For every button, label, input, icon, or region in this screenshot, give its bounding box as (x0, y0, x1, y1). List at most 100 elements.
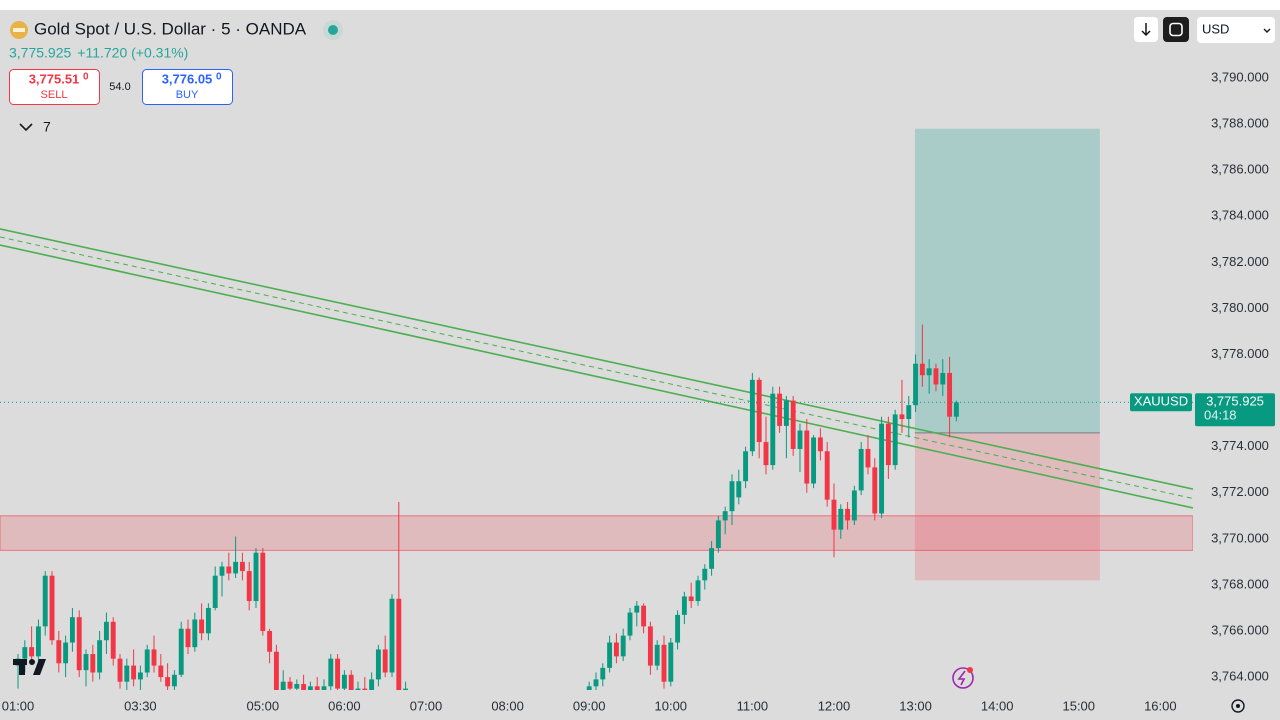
candle-body (838, 508, 844, 530)
candle-body (879, 423, 885, 514)
candle-body (600, 667, 606, 680)
x-tick-label: 14:00 (981, 698, 1014, 713)
sell-button[interactable] (9, 69, 100, 105)
candle-body (933, 368, 939, 385)
candle-body (83, 654, 89, 671)
header-change: +11.720 (+0.31%) (77, 45, 188, 61)
indicators-toggle[interactable] (19, 123, 33, 132)
candle-body (246, 571, 252, 602)
candle-body (668, 642, 674, 682)
symbol-title[interactable]: Gold Spot / U.S. Dollar · 5 · OANDA (34, 19, 307, 38)
x-tick-label: 08:00 (491, 698, 524, 713)
candle-body (695, 580, 701, 602)
candle-body (185, 628, 191, 648)
candle-body (586, 686, 592, 690)
candle-body (607, 642, 613, 668)
plot-area (0, 128, 1193, 690)
symbol-logo-bar (13, 28, 25, 32)
candle-body (76, 617, 82, 671)
candle-body (110, 621, 116, 659)
settings-icon-core (1236, 704, 1240, 708)
candle-body (817, 437, 823, 452)
candle-body (375, 649, 381, 680)
sell-pip: 0 (83, 72, 89, 83)
candle-body (199, 619, 205, 634)
y-tick-label: 3,772.000 (1211, 484, 1269, 499)
candle-body (90, 654, 96, 673)
candle-body (790, 400, 796, 449)
x-tick-label: 10:00 (655, 698, 688, 713)
candle-body (137, 672, 143, 680)
candle-body (736, 481, 742, 498)
candle-body (824, 451, 830, 500)
candle-body (749, 379, 755, 452)
buy-price: 3,776.05 (162, 71, 213, 86)
buy-button[interactable] (142, 69, 233, 105)
top-strip (0, 0, 1280, 10)
y-tick-label: 3,778.000 (1211, 346, 1269, 361)
candle-body (845, 508, 851, 521)
support-zone (0, 515, 1193, 551)
price-tag (1195, 393, 1275, 427)
candle-body (729, 481, 735, 512)
sell-price: 3,775.51 (29, 71, 80, 86)
candle-body (192, 619, 198, 648)
y-tick-label: 3,784.000 (1211, 208, 1269, 223)
x-tick-label: 16:00 (1144, 698, 1177, 713)
currency-select[interactable] (1197, 17, 1275, 43)
candle-body (131, 665, 137, 680)
y-tick-label: 3,774.000 (1211, 438, 1269, 453)
candle-body (253, 552, 259, 602)
candle-body (362, 688, 368, 690)
candle-body (335, 658, 341, 689)
candle-body (593, 679, 599, 687)
channel-line (0, 228, 1193, 490)
currency-label: USD (1202, 21, 1229, 36)
candle-body (158, 665, 164, 678)
candle-body (865, 448, 871, 468)
axes: 3,764.000 3,766.000 3,768.000 3,770.000 3,77… (2, 69, 1275, 713)
candle-body (947, 372, 953, 417)
buy-pip: 0 (216, 72, 222, 83)
candle-body (49, 575, 55, 641)
candle-body (926, 368, 932, 376)
fullscreen-icon (1169, 22, 1183, 37)
alert-badge (967, 667, 973, 673)
candle-body (144, 649, 150, 673)
price-tag-text: 3,775.925 (1206, 394, 1264, 409)
candle-body (103, 621, 109, 641)
settings-icon[interactable] (1231, 699, 1245, 713)
x-tick-label: 06:00 (328, 698, 361, 713)
y-tick-label: 3,764.000 (1211, 669, 1269, 684)
candle-body (892, 414, 898, 466)
candle-body (69, 617, 75, 643)
candle-body (171, 674, 177, 687)
candle-body (634, 605, 640, 613)
candle-body (688, 596, 694, 602)
candle-body (355, 688, 361, 690)
x-tick-label: 12:00 (818, 698, 851, 713)
alert-icon[interactable] (952, 667, 974, 689)
candle-body (858, 448, 864, 491)
tv-logo (13, 659, 46, 675)
x-tick-label: 05:00 (247, 698, 280, 713)
indicators-count: 7 (43, 119, 51, 135)
candle-body (328, 658, 334, 687)
candle-body (165, 677, 171, 687)
candle-body (260, 552, 266, 632)
buy-label: BUY (176, 89, 199, 101)
x-tick-label: 01:00 (2, 698, 35, 713)
candle-body (212, 575, 218, 608)
candle-body (267, 631, 273, 652)
candle-body (226, 566, 232, 574)
candle-body (117, 658, 123, 682)
fullscreen-button[interactable] (1163, 17, 1189, 42)
symbol-tag (1130, 393, 1192, 412)
sell-label: SELL (41, 89, 68, 101)
candle-body (743, 451, 749, 482)
candle-body (654, 644, 660, 666)
candle-body (709, 548, 715, 569)
symbol-tag-text: XAUUSD (1134, 394, 1188, 409)
candle-body (872, 467, 878, 514)
